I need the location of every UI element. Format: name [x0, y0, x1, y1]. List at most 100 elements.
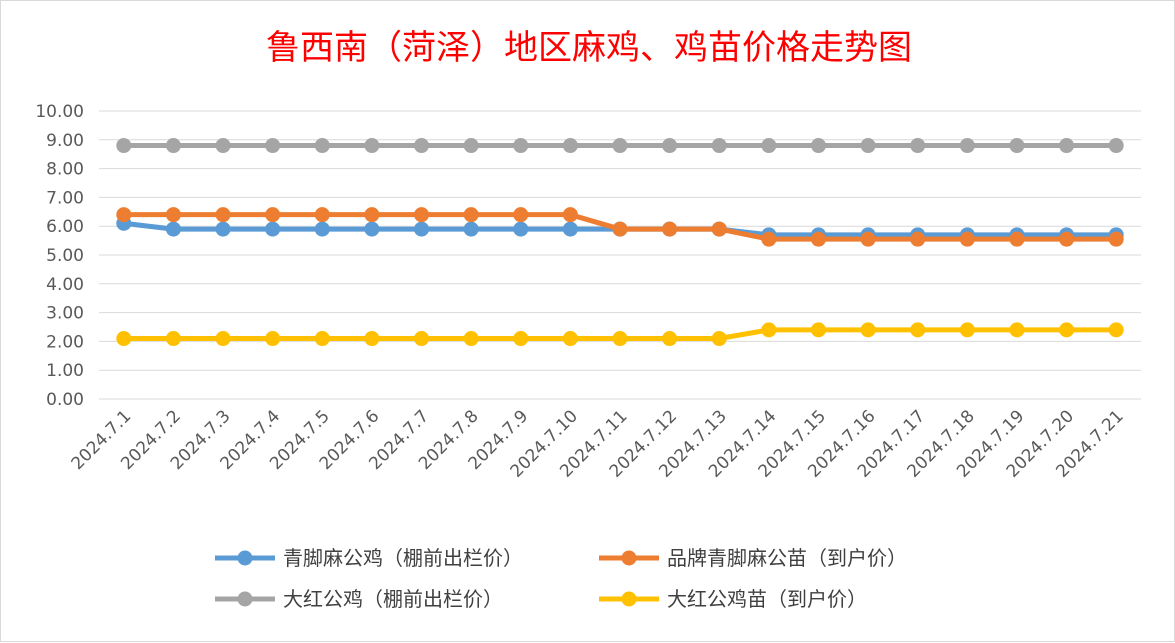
data-point — [711, 221, 727, 237]
data-point — [364, 331, 380, 347]
legend-label: 大红公鸡（棚前出栏价） — [283, 587, 503, 611]
data-point — [165, 331, 181, 347]
data-point — [265, 207, 281, 223]
data-point — [165, 138, 181, 154]
data-point — [1009, 231, 1025, 247]
data-point — [662, 331, 678, 347]
data-point — [215, 138, 231, 154]
data-point — [116, 331, 132, 347]
data-point — [612, 331, 628, 347]
data-point — [860, 231, 876, 247]
data-point — [314, 331, 330, 347]
chart-title: 鲁西南（菏泽）地区麻鸡、鸡苗价格走势图 — [266, 28, 912, 68]
y-tick-label: 4.00 — [46, 275, 84, 295]
data-point — [463, 207, 479, 223]
data-point — [1059, 138, 1075, 154]
legend-item-0: 青脚麻公鸡（棚前出栏价） — [215, 546, 523, 570]
data-point — [1108, 138, 1124, 154]
gridlines — [99, 110, 1141, 400]
series-1 — [116, 207, 1124, 247]
data-point — [513, 138, 529, 154]
data-point — [463, 331, 479, 347]
data-point — [364, 207, 380, 223]
data-point — [414, 138, 430, 154]
legend-label: 青脚麻公鸡（棚前出栏价） — [283, 546, 523, 570]
data-point — [1009, 322, 1025, 338]
data-point — [165, 207, 181, 223]
data-point — [612, 138, 628, 154]
legend-marker — [237, 591, 253, 607]
y-tick-label: 5.00 — [46, 246, 84, 266]
legend-marker — [237, 550, 253, 566]
data-point — [612, 221, 628, 237]
y-axis-ticks: 0.00 1.00 2.00 3.00 4.00 5.00 6.00 7.00 8.00 9.00… — [35, 102, 84, 410]
data-point — [1108, 322, 1124, 338]
y-tick-label: 0.00 — [46, 390, 84, 410]
data-point — [215, 221, 231, 237]
data-point — [364, 138, 380, 154]
legend-item-3: 大红公鸡苗（到户价） — [599, 587, 867, 611]
data-point — [265, 138, 281, 154]
data-point — [662, 221, 678, 237]
series-3 — [116, 322, 1124, 347]
data-point — [513, 331, 529, 347]
data-point — [513, 207, 529, 223]
y-tick-label: 6.00 — [46, 217, 84, 237]
data-point — [959, 231, 975, 247]
data-point — [860, 138, 876, 154]
data-point — [314, 138, 330, 154]
legend-marker — [621, 591, 637, 607]
data-point — [215, 331, 231, 347]
series-2 — [116, 138, 1124, 154]
data-point — [910, 231, 926, 247]
legend-label: 大红公鸡苗（到户价） — [667, 587, 867, 611]
data-point — [513, 221, 529, 237]
legend-marker — [621, 550, 637, 566]
data-point — [463, 138, 479, 154]
data-point — [116, 138, 132, 154]
data-point — [314, 207, 330, 223]
data-point — [562, 221, 578, 237]
data-point — [761, 322, 777, 338]
data-point — [562, 331, 578, 347]
data-point — [810, 322, 826, 338]
data-point — [810, 138, 826, 154]
data-point — [414, 207, 430, 223]
y-tick-label: 3.00 — [46, 304, 84, 324]
data-point — [562, 207, 578, 223]
data-point — [265, 331, 281, 347]
y-tick-label: 2.00 — [46, 332, 84, 352]
data-point — [314, 221, 330, 237]
series-layer — [116, 138, 1124, 347]
data-point — [711, 138, 727, 154]
data-point — [910, 138, 926, 154]
y-tick-label: 9.00 — [46, 131, 84, 151]
data-point — [364, 221, 380, 237]
data-point — [1009, 138, 1025, 154]
y-tick-label: 8.00 — [46, 160, 84, 180]
data-point — [761, 138, 777, 154]
data-point — [215, 207, 231, 223]
x-axis-ticks: 2024.7.12024.7.22024.7.32024.7.42024.7.5… — [68, 406, 1128, 481]
legend: 青脚麻公鸡（棚前出栏价） 品牌青脚麻公苗（到户价） 大红公鸡（棚前出栏价） 大红公鸡苗… — [215, 546, 907, 611]
data-point — [662, 138, 678, 154]
data-point — [562, 138, 578, 154]
data-point — [1108, 231, 1124, 247]
y-tick-label: 10.00 — [35, 102, 84, 122]
data-point — [910, 322, 926, 338]
data-point — [860, 322, 876, 338]
data-point — [165, 221, 181, 237]
data-point — [414, 221, 430, 237]
data-point — [116, 207, 132, 223]
data-point — [414, 331, 430, 347]
data-point — [711, 331, 727, 347]
data-point — [810, 231, 826, 247]
data-point — [761, 231, 777, 247]
data-point — [265, 221, 281, 237]
legend-item-1: 品牌青脚麻公苗（到户价） — [599, 546, 907, 570]
data-point — [463, 221, 479, 237]
y-tick-label: 7.00 — [46, 188, 84, 208]
data-point — [1059, 231, 1075, 247]
